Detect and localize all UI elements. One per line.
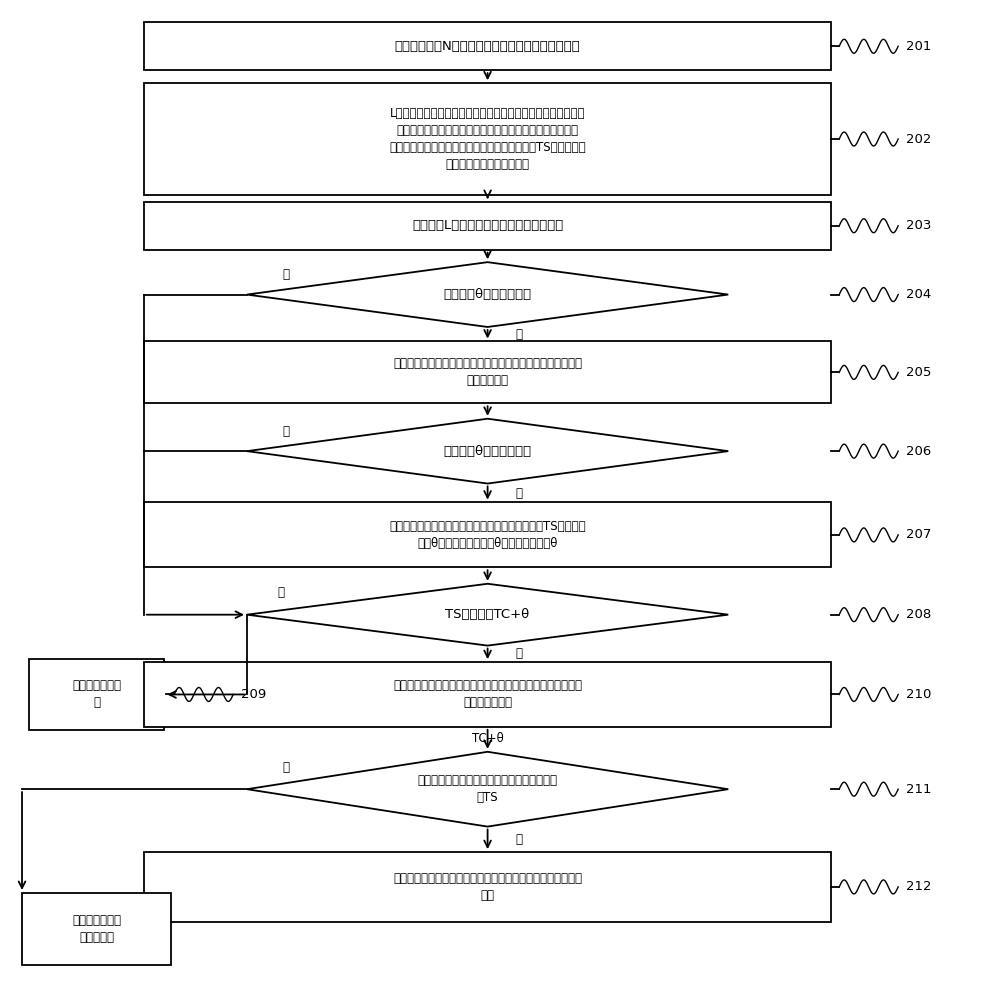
Text: 客户端将数据包保存到传输数据包的流媒体通道对应的缓冲区
中的相应位置: 客户端将数据包保存到传输数据包的流媒体通道对应的缓冲区 中的相应位置: [393, 357, 582, 387]
Text: 204: 204: [906, 288, 931, 301]
Text: 是: 是: [515, 487, 522, 500]
Polygon shape: [247, 419, 728, 484]
Text: 是: 是: [515, 647, 522, 660]
Text: 207: 207: [906, 528, 932, 541]
FancyBboxPatch shape: [144, 341, 831, 403]
Text: 时间变量θ是否为非空值: 时间变量θ是否为非空值: [443, 445, 532, 458]
FancyBboxPatch shape: [144, 662, 831, 727]
Text: 203: 203: [906, 219, 932, 232]
Text: 210: 210: [906, 688, 932, 701]
Text: 209: 209: [241, 688, 266, 701]
FancyBboxPatch shape: [144, 22, 831, 70]
Polygon shape: [247, 584, 728, 646]
Text: 客户端在L个流媒体通道上分别接收数据包: 客户端在L个流媒体通道上分别接收数据包: [412, 219, 563, 232]
Text: 否: 否: [283, 425, 290, 438]
Text: 201: 201: [906, 40, 932, 53]
Text: 是: 是: [283, 268, 290, 281]
Text: 时间变量θ是否为非空值: 时间变量θ是否为非空值: [443, 288, 532, 301]
Text: 202: 202: [906, 133, 932, 146]
Text: 208: 208: [906, 608, 931, 621]
Text: 否: 否: [283, 761, 290, 774]
Polygon shape: [247, 262, 728, 327]
Text: 否: 否: [515, 328, 522, 341]
FancyBboxPatch shape: [22, 893, 171, 965]
FancyBboxPatch shape: [29, 659, 164, 730]
Text: L个传输处理单元中的每一个传输处理单元，对流媒体节目进行
多角度拍摄采集、编码，得到流媒体文件并压缩成多个数据
包，按照先后顺序对多个数据包分别标记时间戳TS后: L个传输处理单元中的每一个传输处理单元，对流媒体节目进行 多角度拍摄采集、编码，…: [389, 107, 586, 171]
Text: 客户端将数据包保存到传输该数据包的流媒体通道对应的缓冲
区中的相应位置: 客户端将数据包保存到传输该数据包的流媒体通道对应的缓冲 区中的相应位置: [393, 679, 582, 709]
Text: 是否达到各播放队列中第一个数据包上的时间
戳TS: 是否达到各播放队列中第一个数据包上的时间 戳TS: [418, 774, 558, 804]
Text: 206: 206: [906, 445, 931, 458]
Text: 205: 205: [906, 366, 932, 379]
FancyBboxPatch shape: [144, 83, 831, 195]
Text: 不执行本实施例
的后续流程: 不执行本实施例 的后续流程: [72, 914, 121, 944]
Text: TC+θ: TC+θ: [472, 732, 503, 745]
Text: 否: 否: [278, 586, 285, 599]
FancyBboxPatch shape: [144, 502, 831, 567]
FancyBboxPatch shape: [144, 852, 831, 922]
FancyBboxPatch shape: [144, 202, 831, 250]
Text: 212: 212: [906, 880, 932, 893]
Text: 客户端依次对该某一个播放队列中的数据包进行解压、解码、
播放: 客户端依次对该某一个播放队列中的数据包进行解压、解码、 播放: [393, 872, 582, 902]
Text: 客户端分别向N个流媒体服务器发送流媒体获取请求: 客户端分别向N个流媒体服务器发送流媒体获取请求: [395, 40, 580, 53]
Text: TS是否大于TC+θ: TS是否大于TC+θ: [445, 608, 530, 621]
Polygon shape: [247, 752, 728, 827]
Text: 客户端丢弃数据
包: 客户端丢弃数据 包: [72, 679, 121, 709]
Text: 211: 211: [906, 783, 932, 796]
Text: 客户端根据多个缓冲区中第一个数据包上的时间戳TS获取时间
变量θ值，并将时间变量θ值赋予时间变量θ: 客户端根据多个缓冲区中第一个数据包上的时间戳TS获取时间 变量θ值，并将时间变量…: [389, 520, 586, 550]
Text: 是: 是: [515, 833, 522, 846]
